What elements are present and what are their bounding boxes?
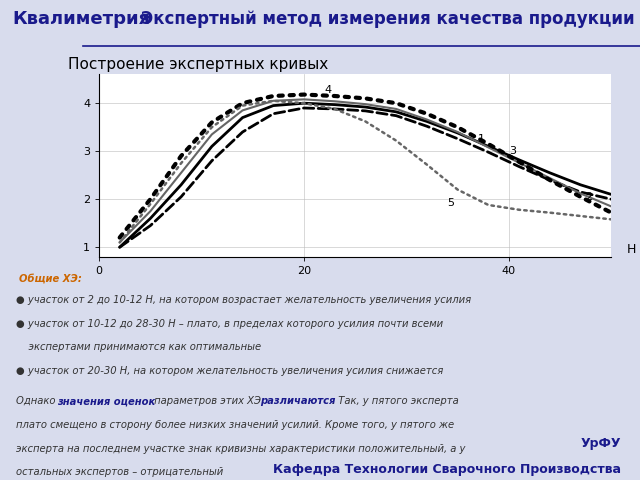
Text: Кафедра Технологии Сварочного Производства: Кафедра Технологии Сварочного Производст…: [273, 463, 621, 476]
Text: Экспертный метод измерения качества продукции: Экспертный метод измерения качества прод…: [141, 10, 634, 28]
Text: 5: 5: [447, 198, 454, 208]
Text: Общие ХЭ:: Общие ХЭ:: [19, 274, 82, 283]
Text: 2: 2: [586, 192, 593, 202]
Text: параметров этих ХЭ: параметров этих ХЭ: [151, 396, 264, 406]
Text: 3: 3: [509, 146, 516, 156]
Text: экспертами принимаются как оптимальные: экспертами принимаются как оптимальные: [16, 342, 261, 352]
Text: различаются: различаются: [260, 396, 335, 406]
Text: УрФУ: УрФУ: [580, 437, 621, 450]
Text: 4: 4: [324, 85, 332, 95]
Text: ● участок от 10-12 до 28-30 Н – плато, в пределах которого усилия почти всеми: ● участок от 10-12 до 28-30 Н – плато, в…: [16, 319, 443, 329]
Text: H: H: [627, 243, 636, 256]
Text: остальных экспертов – отрицательный: остальных экспертов – отрицательный: [16, 468, 223, 478]
Text: Построение экспертных кривых: Построение экспертных кривых: [68, 57, 329, 72]
Text: ● участок от 20-30 Н, на котором желательность увеличения усилия снижается: ● участок от 20-30 Н, на котором желател…: [16, 366, 443, 376]
Text: . Так, у пятого эксперта: . Так, у пятого эксперта: [332, 396, 459, 406]
Text: ● участок от 2 до 10-12 Н, на котором возрастает желательность увеличения усилия: ● участок от 2 до 10-12 Н, на котором во…: [16, 295, 471, 305]
Text: Квалиметрия: Квалиметрия: [13, 10, 151, 28]
Text: значения оценок: значения оценок: [57, 396, 155, 406]
Text: плато смещено в сторону более низких значений усилий. Кроме того, у пятого же: плато смещено в сторону более низких зна…: [16, 420, 454, 430]
Text: эксперта на последнем участке знак кривизны характеристики положительный, а у: эксперта на последнем участке знак криви…: [16, 444, 465, 454]
Text: Однако: Однако: [16, 396, 58, 406]
Text: 1: 1: [478, 134, 485, 144]
